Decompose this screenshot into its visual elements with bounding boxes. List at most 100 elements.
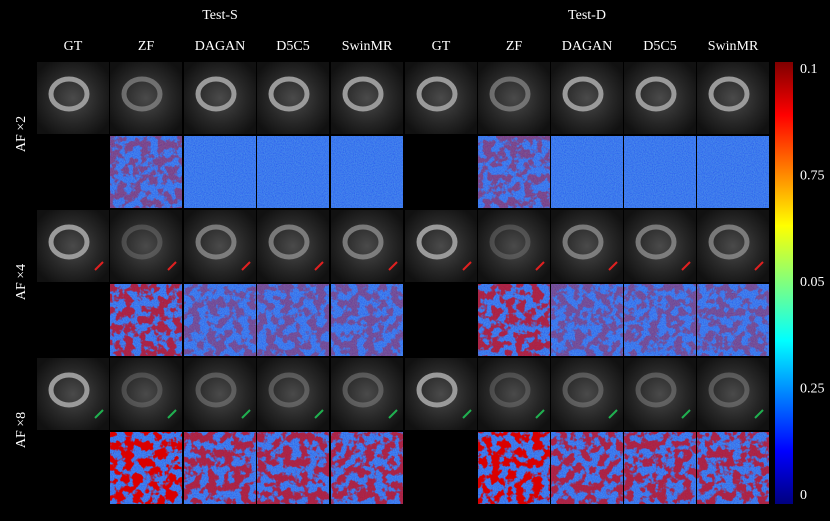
error-blobs — [551, 284, 623, 356]
image-panel — [551, 62, 623, 134]
error-noise — [184, 136, 256, 208]
column-header: SwinMR — [342, 39, 393, 54]
arrow — [608, 261, 618, 271]
heart-ring — [708, 76, 750, 112]
heart-ring — [342, 76, 384, 112]
heart-ring — [635, 372, 677, 408]
colorbar — [775, 62, 793, 504]
heart-ring — [489, 76, 531, 112]
error-blobs — [331, 284, 403, 356]
arrow — [167, 261, 177, 271]
image-panel — [624, 62, 696, 134]
arrow — [314, 261, 324, 271]
arrow — [681, 409, 691, 419]
arrow — [608, 409, 618, 419]
column-header: DAGAN — [195, 39, 246, 54]
column-header: DAGAN — [562, 39, 613, 54]
image-panel — [257, 358, 329, 430]
image-panel — [37, 210, 109, 282]
heart-ring — [268, 76, 310, 112]
arrow — [681, 261, 691, 271]
arrow — [754, 409, 764, 419]
error-noise — [257, 136, 329, 208]
column-header: SwinMR — [708, 39, 759, 54]
image-panel — [257, 62, 329, 134]
heart-ring — [48, 224, 90, 260]
row-label: AF ×8 — [14, 412, 29, 448]
column-header: D5C5 — [276, 39, 309, 54]
arrow — [462, 261, 472, 271]
image-panel — [110, 62, 182, 134]
image-panel — [624, 210, 696, 282]
image-panel — [697, 210, 769, 282]
image-panel — [110, 210, 182, 282]
column-header: D5C5 — [643, 39, 676, 54]
image-panel — [478, 62, 550, 134]
heart-ring — [342, 224, 384, 260]
image-panel — [184, 210, 256, 282]
image-panel — [184, 358, 256, 430]
image-panel — [478, 210, 550, 282]
image-panel — [697, 358, 769, 430]
column-header: ZF — [506, 39, 523, 54]
arrow — [462, 409, 472, 419]
arrow — [94, 261, 104, 271]
error-blobs — [110, 136, 182, 208]
heart-ring — [416, 372, 458, 408]
heart-ring — [562, 372, 604, 408]
error-blobs — [624, 284, 696, 356]
error-noise — [551, 136, 623, 208]
error-blobs — [478, 136, 550, 208]
error-blobs — [551, 432, 623, 504]
arrow — [241, 261, 251, 271]
column-header: GT — [432, 39, 451, 54]
arrow — [167, 409, 177, 419]
arrow — [754, 261, 764, 271]
image-panel — [551, 210, 623, 282]
error-blobs — [110, 432, 182, 504]
heart-ring — [195, 372, 237, 408]
arrow — [314, 409, 324, 419]
heart-ring — [708, 224, 750, 260]
image-panel — [110, 358, 182, 430]
heart-ring — [708, 372, 750, 408]
image-panel — [624, 358, 696, 430]
column-header: ZF — [138, 39, 155, 54]
error-blobs — [478, 284, 550, 356]
error-blobs — [184, 284, 256, 356]
heart-ring — [635, 76, 677, 112]
heart-ring — [562, 76, 604, 112]
error-blobs — [110, 284, 182, 356]
error-noise — [624, 136, 696, 208]
image-panel — [405, 210, 477, 282]
group-title: Test-S — [202, 8, 238, 23]
image-panel — [405, 62, 477, 134]
heart-ring — [268, 224, 310, 260]
row-label: AF ×4 — [14, 264, 29, 300]
error-blobs — [257, 284, 329, 356]
colorbar-label: 0.1 — [800, 62, 818, 77]
image-panel — [331, 62, 403, 134]
image-panel — [551, 358, 623, 430]
arrow — [388, 261, 398, 271]
arrow — [535, 409, 545, 419]
heart-ring — [489, 372, 531, 408]
image-panel — [37, 358, 109, 430]
heart-ring — [121, 224, 163, 260]
heart-ring — [562, 224, 604, 260]
heart-ring — [268, 372, 310, 408]
error-blobs — [331, 432, 403, 504]
heart-ring — [416, 76, 458, 112]
arrow — [535, 261, 545, 271]
error-noise — [331, 136, 403, 208]
arrow — [388, 409, 398, 419]
image-panel — [257, 210, 329, 282]
image-panel — [184, 62, 256, 134]
heart-ring — [489, 224, 531, 260]
image-panel — [405, 358, 477, 430]
column-header: GT — [64, 39, 83, 54]
heart-ring — [121, 76, 163, 112]
colorbar-label: 0.75 — [800, 169, 825, 184]
heart-ring — [416, 224, 458, 260]
